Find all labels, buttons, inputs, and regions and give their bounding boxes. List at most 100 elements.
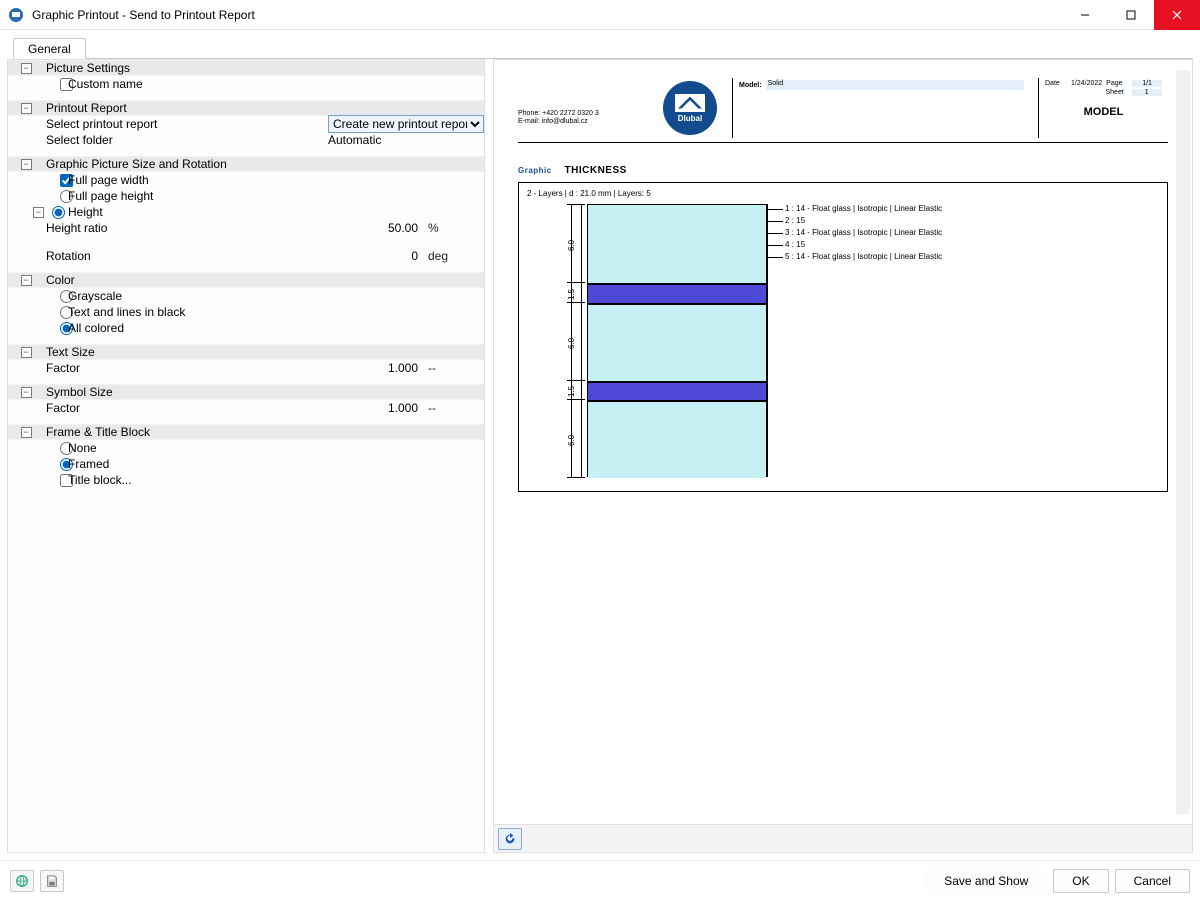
- row-select-report: Select printout report Create new printo…: [8, 116, 484, 132]
- page-key: Page: [1106, 80, 1128, 87]
- company-brand: Dlubal: [678, 114, 702, 123]
- chart-subtitle: 2 - Layers | d : 21.0 mm | Layers: 5: [527, 189, 1159, 198]
- footer-icon-1[interactable]: [10, 870, 34, 892]
- frame-titleblock-label: Title block...: [66, 473, 346, 487]
- model-val: Solid: [766, 80, 1024, 90]
- height-ratio-unit: %: [424, 221, 466, 235]
- all-colored-label: All colored: [66, 321, 346, 335]
- custom-name-label: Custom name: [66, 77, 346, 91]
- textsize-factor-value[interactable]: 1.000: [324, 361, 424, 375]
- grayscale-label: Grayscale: [66, 289, 346, 303]
- page-val: 1/1: [1132, 80, 1162, 87]
- cancel-button[interactable]: Cancel: [1115, 869, 1190, 893]
- layer-callout: 3 : 14 - Float glass | Isotropic | Linea…: [785, 228, 942, 237]
- collapse-icon[interactable]: −: [21, 427, 32, 438]
- dimension-label: 6.0: [567, 435, 576, 446]
- bridge-icon: [675, 94, 705, 112]
- refresh-button[interactable]: [498, 828, 522, 850]
- close-button[interactable]: [1154, 0, 1200, 30]
- height-ratio-value[interactable]: 50.00: [324, 221, 424, 235]
- height-radio[interactable]: [52, 206, 65, 219]
- dimension-label: 6.0: [567, 337, 576, 348]
- thickness-chart: 2 - Layers | d : 21.0 mm | Layers: 5 6.0…: [518, 182, 1168, 492]
- group-picture-settings: − Picture Settings: [8, 60, 484, 76]
- dimension-label: 6.0: [567, 240, 576, 251]
- collapse-icon[interactable]: −: [21, 159, 32, 170]
- dialog-client: General − Picture Settings Custom name −…: [0, 30, 1200, 860]
- textsize-factor-unit: --: [424, 361, 466, 375]
- layer-callout: 5 : 14 - Float glass | Isotropic | Linea…: [785, 252, 942, 261]
- group-label: Frame & Title Block: [44, 425, 324, 439]
- ok-button[interactable]: OK: [1053, 869, 1108, 893]
- sheet-key: Sheet: [1106, 89, 1128, 96]
- row-full-width: Full page width: [8, 172, 484, 188]
- date-key: Date: [1045, 80, 1067, 87]
- section-name: THICKNESS: [565, 165, 627, 176]
- save-and-show-button[interactable]: Save and Show: [925, 869, 1047, 893]
- group-printout-report: − Printout Report: [8, 100, 484, 116]
- preview-scrollbar[interactable]: [1176, 70, 1190, 814]
- row-rotation: Rotation 0 deg: [8, 248, 484, 264]
- text-black-label: Text and lines in black: [66, 305, 346, 319]
- group-label: Text Size: [44, 345, 324, 359]
- page-meta-right: Date1/24/2022Page1/1 Sheet1 MODEL: [1038, 78, 1168, 138]
- app-icon: [8, 7, 24, 23]
- title-bar: Graphic Printout - Send to Printout Repo…: [0, 0, 1200, 30]
- company-logo: Dlubal: [663, 81, 717, 135]
- rotation-unit: deg: [424, 249, 466, 263]
- minimize-button[interactable]: [1062, 0, 1108, 30]
- select-folder-value: Automatic: [324, 133, 484, 147]
- chart-stack: [587, 204, 767, 477]
- row-full-height: Full page height: [8, 188, 484, 204]
- refresh-icon: [503, 832, 517, 846]
- collapse-icon[interactable]: −: [21, 275, 32, 286]
- tab-general[interactable]: General: [13, 38, 86, 59]
- model-title: MODEL: [1045, 106, 1162, 118]
- frame-none-label: None: [66, 441, 346, 455]
- collapse-icon[interactable]: −: [33, 207, 44, 218]
- thickness-layer: [588, 400, 766, 478]
- section-prefix: Graphic: [518, 166, 552, 175]
- maximize-button[interactable]: [1108, 0, 1154, 30]
- preview-panel: Phone: +420 2272 0320 3 E-mail: info@dlu…: [494, 60, 1192, 824]
- symbolsize-factor-value[interactable]: 1.000: [324, 401, 424, 415]
- frame-framed-label: Framed: [66, 457, 346, 471]
- rotation-value[interactable]: 0: [324, 249, 424, 263]
- preview-wrap: Phone: +420 2272 0320 3 E-mail: info@dlu…: [493, 59, 1193, 853]
- dialog-footer: Save and Show OK Cancel: [0, 860, 1200, 900]
- layer-callout: 2 : 15: [785, 216, 805, 225]
- symbolsize-factor-label: Factor: [44, 401, 324, 415]
- group-color: − Color: [8, 272, 484, 288]
- collapse-icon[interactable]: −: [21, 103, 32, 114]
- chart-dimensions: 6.01.56.01.56.0: [527, 204, 587, 477]
- collapse-icon[interactable]: −: [21, 347, 32, 358]
- group-label: Graphic Picture Size and Rotation: [44, 157, 324, 171]
- page-meta-left: Model:Solid: [732, 78, 1030, 138]
- layer-callout: 4 : 15: [785, 240, 805, 249]
- thickness-layer: [588, 205, 766, 283]
- globe-icon: [15, 874, 29, 888]
- collapse-icon[interactable]: −: [21, 387, 32, 398]
- rotation-label: Rotation: [44, 249, 324, 263]
- full-width-label: Full page width: [66, 173, 346, 187]
- select-report-label: Select printout report: [44, 117, 324, 131]
- section-title: Graphic THICKNESS: [518, 165, 1168, 176]
- save-icon: [45, 874, 59, 888]
- preview-page: Phone: +420 2272 0320 3 E-mail: info@dlu…: [518, 72, 1168, 812]
- row-height-ratio: Height ratio 50.00 %: [8, 220, 484, 236]
- collapse-icon[interactable]: −: [21, 63, 32, 74]
- footer-icon-2[interactable]: [40, 870, 64, 892]
- row-select-folder: Select folder Automatic: [8, 132, 484, 148]
- dimension-label: 1.5: [567, 289, 576, 300]
- date-val: 1/24/2022: [1071, 80, 1102, 87]
- height-ratio-label: Height ratio: [44, 221, 324, 235]
- thickness-layer: [588, 283, 766, 303]
- thickness-layer: [588, 303, 766, 381]
- company-email: E-mail: info@dlubal.cz: [518, 118, 648, 126]
- row-height: − Height: [8, 204, 484, 220]
- symbolsize-factor-unit: --: [424, 401, 466, 415]
- select-report-dropdown[interactable]: Create new printout report: [328, 115, 484, 133]
- preview-toolbar: [494, 824, 1192, 852]
- thickness-layer: [588, 381, 766, 401]
- height-label: Height: [66, 205, 346, 219]
